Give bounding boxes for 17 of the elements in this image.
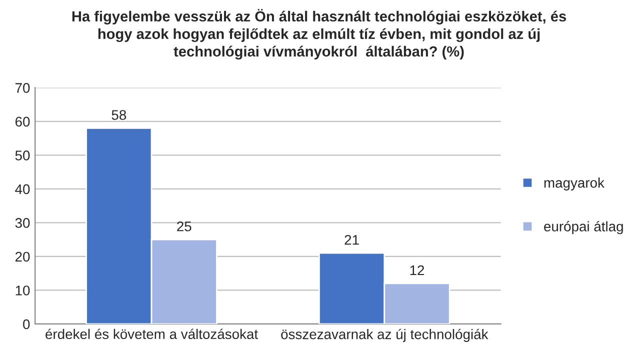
data-label: 12 [410,265,424,276]
y-tick-label: 0 [23,319,30,330]
y-tick-label: 30 [15,218,30,228]
y-tick-label: 40 [15,184,30,194]
y-tick-label: 60 [15,116,30,127]
legend-label: európai átlag [544,221,623,234]
data-label: 21 [344,234,359,245]
chart-title: Ha figyelembe vesszük az Ön által használt technológiai eszközöket, és hogy azok hogyan fejlődtek az elmúlt tíz évben, mit gondol az új technológiai vívmányokról általában? (%) [72,8,566,60]
y-tick-label: 70 [15,83,30,93]
y-tick-label: 10 [16,286,30,296]
y-tick-label: 50 [15,150,30,160]
x-tick-label: érdekel és követem a változásokat [46,328,258,340]
data-label: 25 [177,221,192,232]
data-label: 58 [112,110,126,120]
legend-label: magyarok [544,178,604,190]
x-tick-label: összezavarnak az új technológiák [281,328,488,342]
y-tick-label: 20 [15,252,30,262]
